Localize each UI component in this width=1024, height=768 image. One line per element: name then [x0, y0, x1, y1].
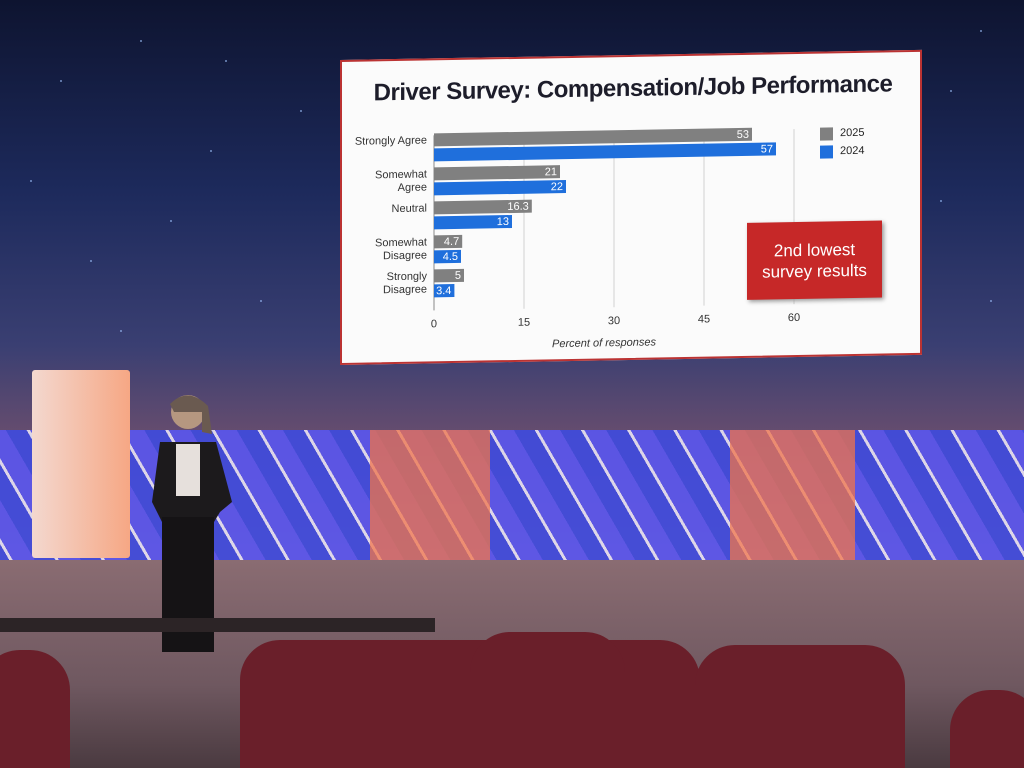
seat	[950, 690, 1024, 768]
legend-label: 2025	[840, 127, 864, 139]
x-tick-label: 0	[431, 318, 437, 330]
star	[140, 40, 142, 42]
bar	[434, 214, 512, 230]
bar	[434, 199, 532, 215]
seat	[240, 640, 700, 768]
x-tick-label: 45	[698, 313, 710, 325]
star	[60, 80, 62, 82]
value-label: 4.7	[444, 236, 459, 248]
star	[225, 60, 227, 62]
legend-swatch	[820, 145, 833, 159]
bar	[434, 284, 455, 298]
bar	[434, 180, 566, 196]
value-label: 13	[497, 216, 509, 228]
y-tick-label: Strongly Agree	[354, 134, 427, 148]
value-label: 16.3	[507, 201, 528, 213]
y-tick-label: Neutral	[391, 202, 427, 216]
star	[990, 300, 992, 302]
star	[980, 30, 982, 32]
bar	[434, 142, 776, 162]
legend-label: 2024	[840, 145, 864, 157]
y-tick-label: Somewhat Disagree	[375, 236, 427, 263]
chart: 0 15 30 45 60 Percent of responses 53 57 21 22 16.…	[431, 127, 865, 350]
value-label: 57	[761, 143, 773, 155]
star	[30, 180, 32, 182]
y-tick-label: Somewhat Agree	[375, 168, 427, 194]
value-label: 3.4	[436, 285, 451, 297]
bar	[434, 127, 752, 147]
star	[940, 200, 942, 202]
seat	[470, 632, 625, 672]
star	[90, 260, 92, 262]
bar	[434, 234, 463, 249]
warm-panel	[730, 430, 855, 580]
x-axis-label: Percent of responses	[552, 336, 656, 350]
bar	[434, 268, 464, 283]
bar	[434, 249, 461, 264]
value-label: 53	[737, 129, 749, 141]
legend-swatch	[820, 127, 833, 141]
x-tick-label: 15	[518, 317, 530, 329]
star	[170, 220, 172, 222]
seat	[0, 650, 70, 768]
rail	[0, 618, 435, 632]
star	[210, 150, 212, 152]
value-label: 22	[551, 181, 563, 193]
slide: Driver Survey: Compensation/Job Performa…	[340, 49, 922, 365]
star	[300, 110, 302, 112]
annotation: 2nd lowest survey results	[747, 220, 882, 300]
value-label: 5	[455, 270, 461, 282]
star	[120, 330, 122, 332]
bar	[434, 165, 560, 181]
y-tick-label: Strongly Disagree	[382, 270, 427, 297]
star	[950, 90, 952, 92]
star	[260, 300, 262, 302]
seat	[695, 645, 905, 768]
podium	[32, 370, 130, 558]
x-tick-label: 60	[788, 312, 800, 324]
value-label: 4.5	[443, 251, 458, 263]
warm-panel	[370, 430, 490, 580]
x-tick-label: 30	[608, 315, 620, 327]
value-label: 21	[545, 166, 557, 178]
